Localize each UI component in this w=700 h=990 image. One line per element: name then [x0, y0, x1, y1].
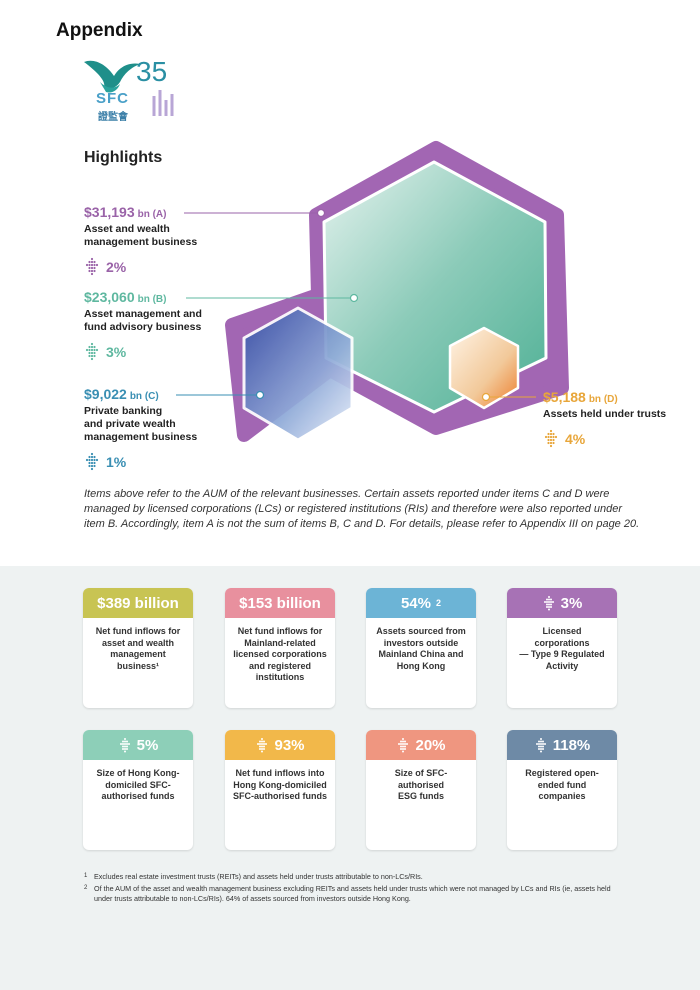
footnote-2: 2 Of the AUM of the asset and wealth man… [84, 884, 611, 903]
item-c-desc: Private banking and private wealth managem… [84, 405, 198, 443]
connector-b [186, 293, 359, 303]
sfc-35-logo: 35 SFC 證監會 [80, 54, 180, 124]
item-a-desc: Asset and wealth management business [84, 223, 198, 248]
item-b-change: 3% [84, 342, 202, 362]
item-d-change: 4% [543, 429, 666, 449]
connector-a [184, 208, 326, 218]
stat-card-label: Size of SFC-authorised ESG funds [394, 768, 448, 801]
logo-text: SFC [96, 90, 129, 107]
stat-card-label: Net fund inflows for asset and wealth mana… [95, 626, 181, 671]
stat-card-value: $389 billion [83, 588, 193, 618]
items-note: Items above refer to the AUM of the rele… [84, 488, 640, 530]
stat-card-label: Registered open-ended fund companies [525, 768, 599, 801]
stat-card-value: 3% [507, 588, 617, 618]
logo-chinese: 證監會 [98, 112, 128, 123]
stat-card: 3% Licensed corporations — Type 9 Regulat… [507, 588, 617, 708]
up-arrow-icon [119, 738, 130, 753]
stat-card-value: $153 billion [225, 588, 335, 618]
item-a: $31,193 bn (A) Asset and wealth management… [84, 204, 197, 277]
dotted-up-arrow-icon [544, 429, 558, 448]
item-b-value: $23,060 bn (B) [84, 289, 167, 305]
stat-card: 20% Size of SFC-authorised ESG funds [366, 730, 476, 850]
stat-card: $389 billion Net fund inflows for asset a… [83, 588, 193, 708]
stat-card: 5% Size of Hong Kong-domiciled SFC-autho… [83, 730, 193, 850]
item-d: $5,188 bn (D) Assets held under trusts 4% [543, 389, 666, 449]
up-arrow-icon [398, 738, 409, 753]
item-b: $23,060 bn (B) Asset management and fund a… [84, 289, 202, 362]
item-c: $9,022 bn (C) Private banking and private … [84, 386, 197, 472]
dotted-up-arrow-icon [85, 257, 99, 276]
stat-card-label: Net fund inflows for Mainland-related lice… [233, 626, 327, 682]
section-title: Highlights [84, 149, 163, 166]
dotted-up-arrow-icon [85, 452, 99, 471]
item-b-desc: Asset management and fund advisory busine… [84, 308, 202, 333]
stat-card: 54% 2 Assets sourced from investors outsid… [366, 588, 476, 708]
stat-card-value: 20% [366, 730, 476, 760]
stat-card: $153 billion Net fund inflows for Mainlan… [225, 588, 335, 708]
dotted-up-arrow-icon [85, 342, 99, 361]
item-a-change: 2% [84, 257, 197, 277]
up-arrow-icon [257, 738, 268, 753]
stats-panel: $389 billion Net fund inflows for asset a… [0, 566, 700, 990]
item-c-change: 1% [84, 452, 197, 472]
footnote-1: 1 Excludes real estate investment trusts… [84, 872, 423, 881]
hexagon-d [448, 326, 520, 410]
connector-c [176, 390, 265, 400]
item-d-desc: Assets held under trusts [543, 408, 667, 420]
logo-number: 35 [136, 56, 168, 87]
eagle-icon [84, 60, 174, 116]
item-c-value: $9,022 bn (C) [84, 386, 159, 402]
stat-card-value: 5% [83, 730, 193, 760]
stat-card-label: Net fund inflows into Hong Kong-domiciled… [233, 768, 327, 801]
stat-card: 93% Net fund inflows into Hong Kong-domic… [225, 730, 335, 850]
item-a-value: $31,193 bn (A) [84, 204, 167, 220]
hexagon-c [242, 306, 354, 442]
stat-card-value: 54% 2 [366, 588, 476, 618]
stat-card-value: 118% [507, 730, 617, 760]
stat-card-label: Assets sourced from investors outside Main… [376, 626, 466, 671]
stat-card-value: 93% [225, 730, 335, 760]
stat-card-label: Size of Hong Kong-domiciled SFC-authoris… [96, 768, 180, 801]
hexagon-graphic [176, 141, 569, 442]
stat-card-label: Licensed corporations — Type 9 Regulated A… [519, 626, 605, 671]
connector-d [481, 392, 536, 402]
stat-card: 118% Registered open-ended fund companies [507, 730, 617, 850]
up-arrow-icon [543, 596, 554, 611]
page-title: Appendix [56, 20, 143, 41]
item-d-value: $5,188 bn (D) [543, 389, 618, 405]
up-arrow-icon [535, 738, 546, 753]
